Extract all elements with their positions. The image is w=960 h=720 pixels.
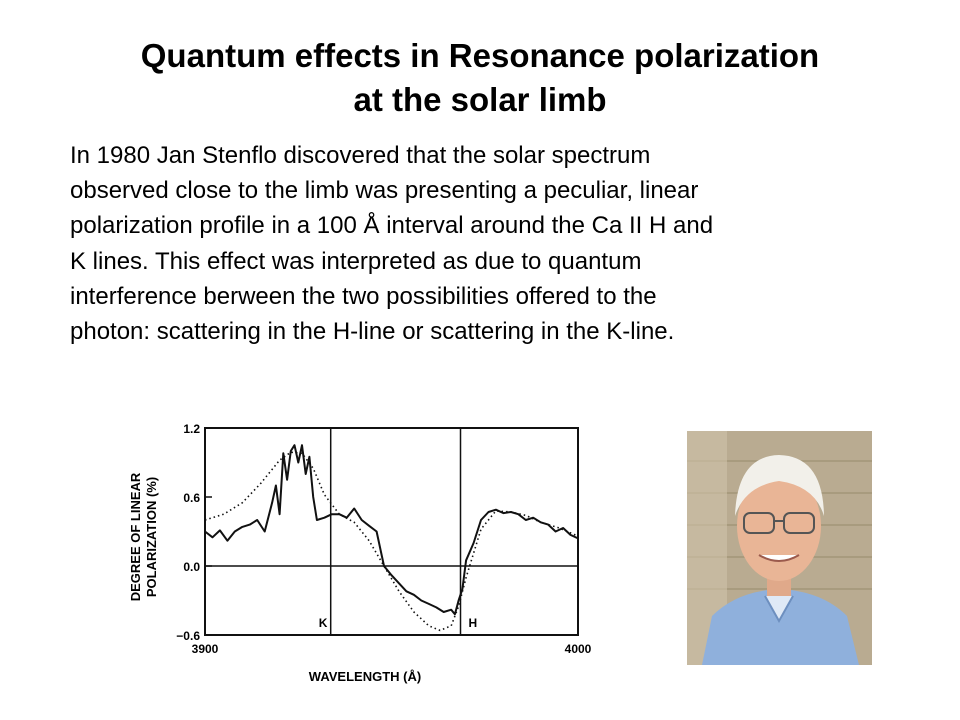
marker-label-k: K bbox=[319, 616, 328, 630]
x-axis-label: WAVELENGTH (Å) bbox=[309, 669, 421, 684]
y-axis-label-line-2: POLARIZATION (%) bbox=[144, 477, 159, 597]
paragraph-line: In 1980 Jan Stenflo discovered that the … bbox=[70, 142, 651, 169]
paragraph-line: interference berween the two possibiliti… bbox=[70, 282, 657, 310]
series-line-dotted bbox=[204, 451, 579, 632]
polarization-chart: K H 1.2 0.6 0.0 −0.6 3900 4000 DEGREE OF LINE… bbox=[128, 422, 592, 684]
paragraph-line: polarization profile in a 100 Å interval… bbox=[70, 212, 714, 240]
paragraph-line: photon: scattering in the H-line or scat… bbox=[70, 318, 675, 346]
paragraph-line: observed close to the limb was presentin… bbox=[70, 177, 699, 205]
x-tick-label: 3900 bbox=[192, 642, 219, 656]
person-portrait-icon bbox=[687, 431, 872, 665]
slide-title-line-1: Quantum effects in Resonance polarizatio… bbox=[140, 37, 820, 74]
y-tick-label: 0.0 bbox=[183, 560, 200, 574]
marker-label-h: H bbox=[469, 616, 478, 630]
y-tick-label: −0.6 bbox=[176, 629, 200, 643]
slide-title-line-2: at the solar limb bbox=[353, 81, 607, 118]
plot-frame bbox=[204, 427, 579, 636]
body-paragraph: In 1980 Jan Stenflo discovered that the … bbox=[70, 138, 950, 349]
x-tick-label: 4000 bbox=[565, 642, 592, 656]
y-tick-label: 1.2 bbox=[183, 422, 200, 436]
y-axis-label-line-1: DEGREE OF LINEAR bbox=[128, 472, 143, 601]
y-tick-label: 0.6 bbox=[183, 491, 200, 505]
paragraph-line: K lines. This effect was interpreted as … bbox=[70, 247, 642, 275]
series-line-solid bbox=[204, 444, 579, 616]
